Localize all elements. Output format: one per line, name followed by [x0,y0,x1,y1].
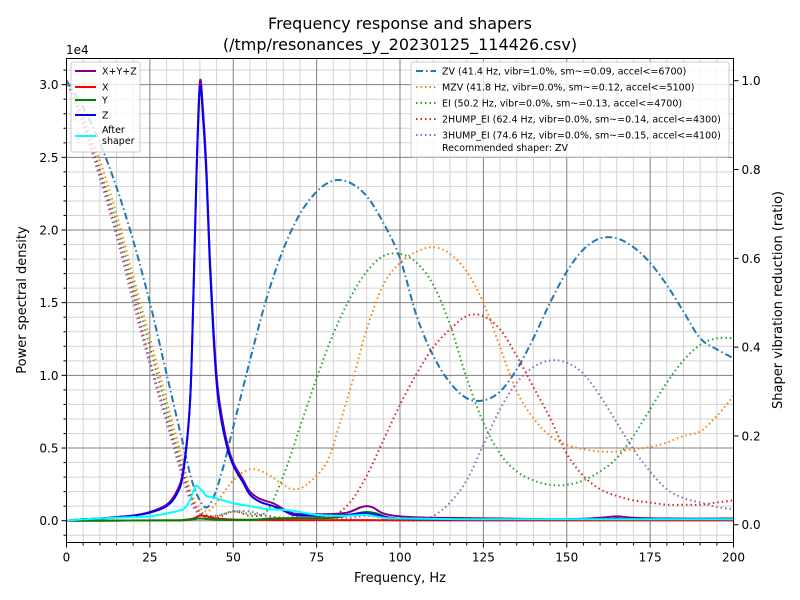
psd-legend: X+Y+Z XYZ After shaper [70,61,141,153]
shaper-line-zv [66,80,734,509]
psd-legend-label: X [102,83,109,94]
x-tick-label: 50 [226,551,241,565]
y-axis-label: Power spectral density [15,226,30,374]
psd-legend-label: After shaper [102,125,135,147]
x-axis-ticks: 0 25 50 75 100 125 150 175 200 [63,542,745,565]
y-tick-label: 2.0 [39,224,58,238]
y-tick-label: 1.5 [39,296,58,310]
shaper-line-3hump-ei [66,80,734,522]
y2-tick-label: 0.0 [742,518,761,532]
chart-title: Frequency response and shapers [268,14,532,33]
shaper-legend-frame [410,61,730,158]
y-tick-label: 1.0 [39,369,58,383]
shaper-legend-label: ZV (41.4 Hz, vibr=1.0%, sm~=0.09, accel<… [442,67,686,78]
psd-line-x-y-z [66,78,734,522]
x-tick-label: 200 [722,551,745,565]
psd-legend-label: Z [102,111,109,122]
shaper-legend-note: Recommended shaper: ZV [442,143,568,154]
y2-tick-label: 0.2 [742,429,761,443]
shaper-legend-label: 3HUMP_EI (74.6 Hz, vibr=0.0%, sm~=0.15, … [442,131,721,142]
x-tick-label: 75 [309,551,324,565]
y2-tick-label: 0.8 [742,163,761,177]
shaper-line-2hump-ei [66,80,734,520]
x-tick-label: 125 [472,551,495,565]
x-tick-label: 0 [63,551,71,565]
shaper-legend-label: EI (50.2 Hz, vibr=0.0%, sm~=0.13, accel<… [442,99,682,110]
shaper-legend-label: MZV (41.8 Hz, vibr=0.0%, sm~=0.12, accel… [442,83,694,94]
shaper-legend: ZV (41.4 Hz, vibr=1.0%, sm~=0.09, accel<… [410,61,730,158]
y2-axis-label: Shaper vibration reduction (ratio) [771,191,786,409]
x-tick-label: 175 [639,551,662,565]
y-tick-label: 0.5 [39,442,58,456]
x-tick-label: 150 [555,551,578,565]
shaper-legend-label: 2HUMP_EI (62.4 Hz, vibr=0.0%, sm~=0.14, … [442,115,721,126]
psd-line-after-shaper [66,484,734,522]
y-offset-label: 1e4 [66,43,89,57]
y2-tick-label: 1.0 [742,74,761,88]
x-axis-label: Frequency, Hz [354,571,446,586]
y-tick-label: 3.0 [39,78,58,92]
x-tick-label: 100 [389,551,412,565]
chart-subtitle: (/tmp/resonances_y_20230125_114426.csv) [223,35,577,55]
y-axis-ticks: 0.0 0.5 1.0 1.5 2.0 2.5 3.0 [39,69,67,536]
y2-tick-label: 0.4 [742,341,761,355]
psd-legend-label: Y [101,96,108,107]
y-tick-label: 0.0 [39,514,58,528]
shaper-lines [66,80,734,522]
y-tick-label: 2.5 [39,151,58,165]
psd-legend-label: X+Y+Z [102,67,137,78]
shaper-line-mzv [66,80,734,513]
psd-lines [66,78,734,522]
psd-legend-frame [70,61,141,153]
y2-tick-label: 0.6 [742,252,761,266]
y2-axis-ticks: 0.0 0.2 0.4 0.6 0.8 1.0 [733,74,761,532]
x-tick-label: 25 [142,551,157,565]
